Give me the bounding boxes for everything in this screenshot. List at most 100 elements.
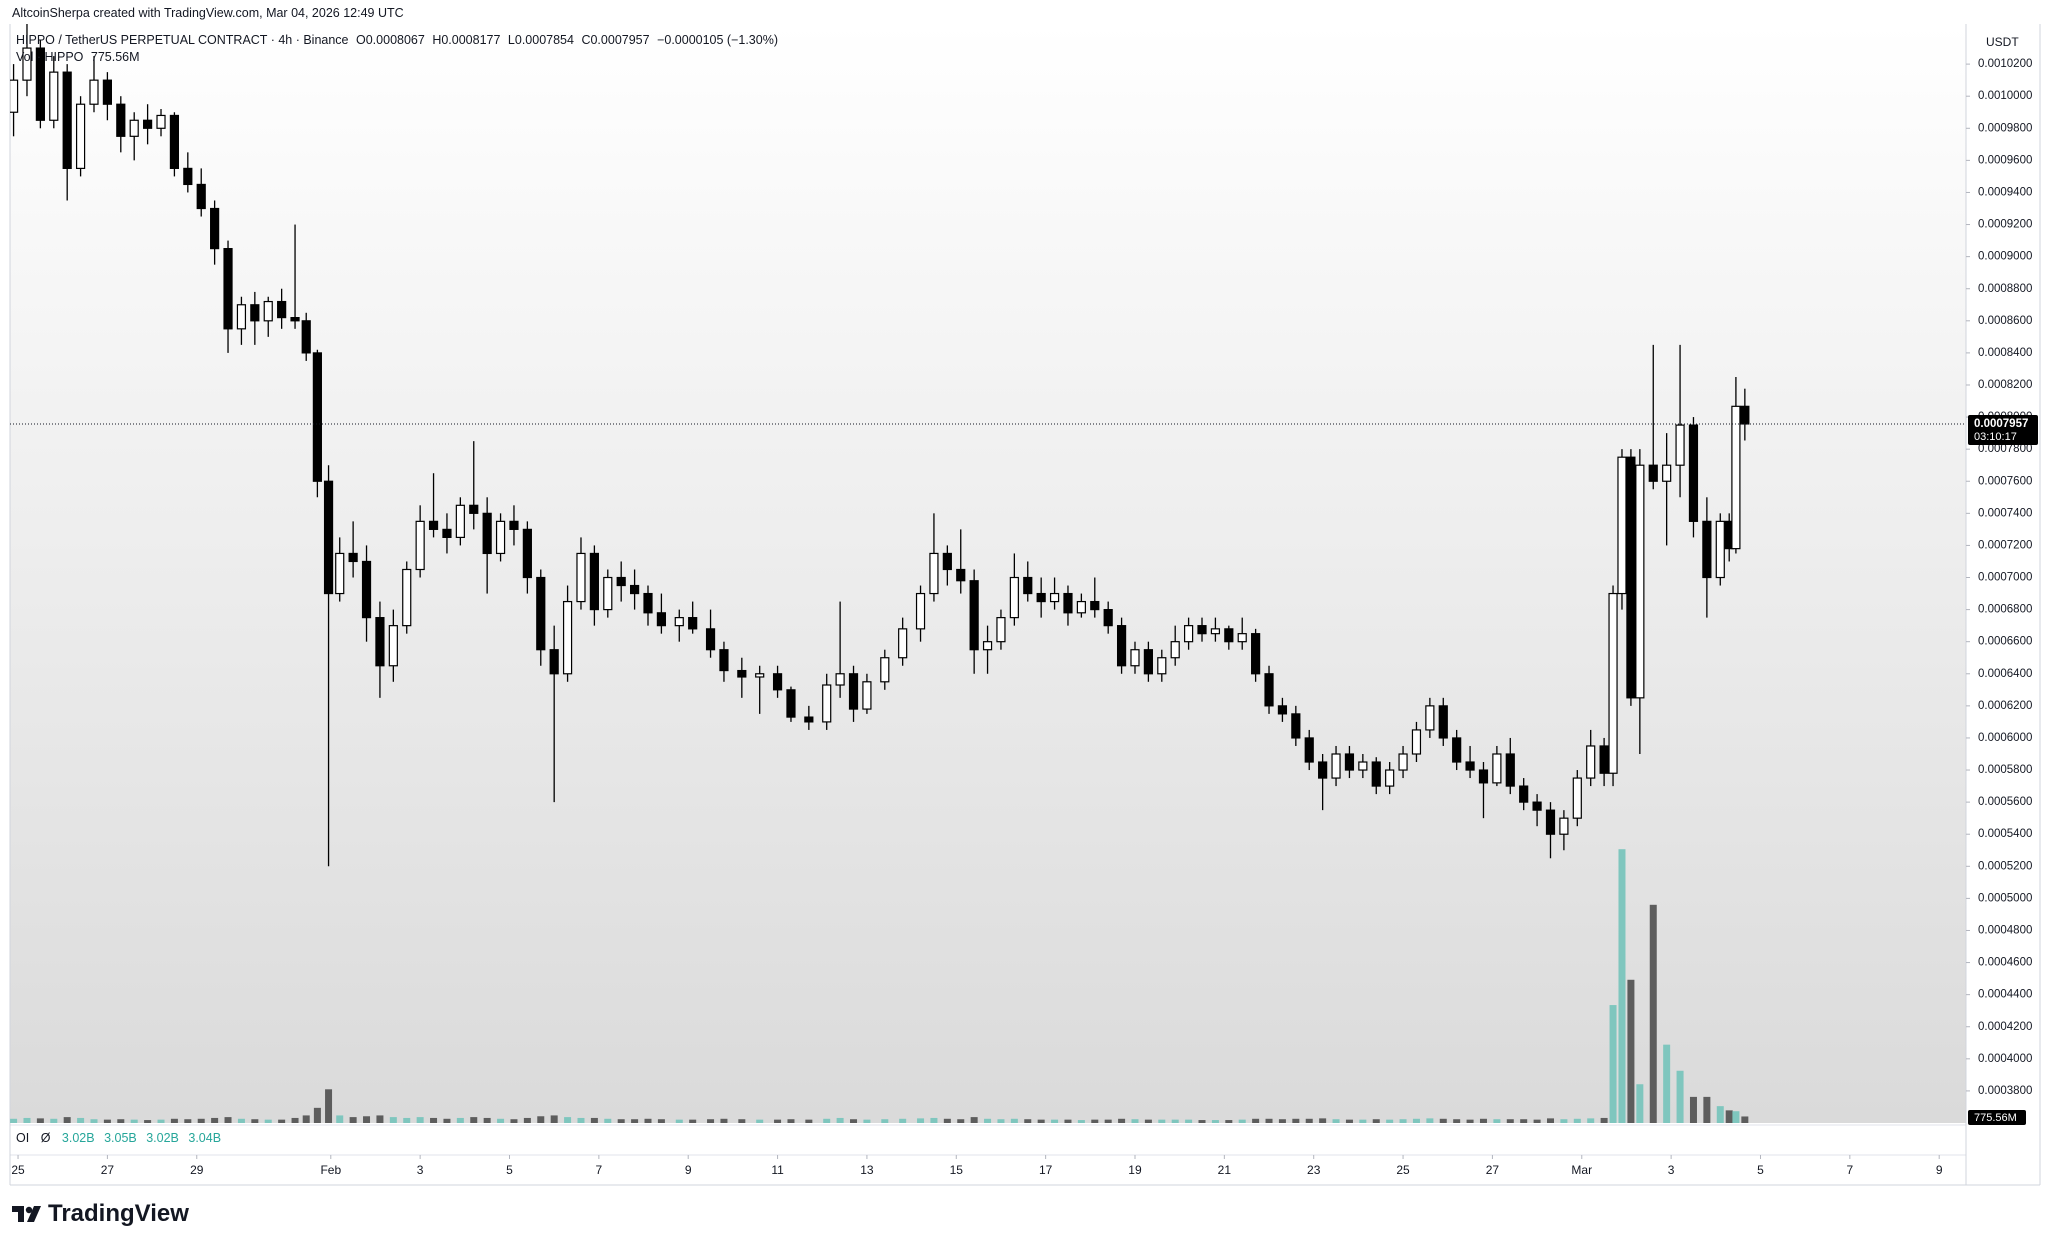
volume-bar — [77, 1117, 85, 1123]
candle-body — [656, 612, 667, 627]
volume-bar — [850, 1119, 858, 1123]
oi-value: 3.02B — [146, 1131, 179, 1145]
volume-bar — [264, 1119, 272, 1123]
volume-bar — [970, 1117, 978, 1123]
candle-body — [375, 617, 385, 667]
candle-body — [1572, 777, 1582, 819]
candle-body — [301, 320, 311, 354]
candle-body — [862, 681, 872, 710]
volume-bar — [1560, 1119, 1568, 1123]
candle-body — [1170, 641, 1180, 659]
volume-bar — [1319, 1118, 1327, 1123]
volume-bar — [1158, 1119, 1166, 1123]
candle-body — [1251, 633, 1261, 675]
volume-bar — [302, 1115, 310, 1123]
candle-body — [388, 625, 398, 667]
ohlc-value: 0.0007854 — [514, 33, 574, 47]
candle-body — [1626, 456, 1636, 699]
volume-bar — [675, 1119, 683, 1123]
oi-symbol: Ø — [40, 1131, 51, 1145]
volume-bar — [1676, 1070, 1684, 1123]
volume-bar — [1051, 1119, 1059, 1123]
candle-body — [835, 673, 845, 686]
candle-body — [522, 528, 532, 579]
x-tick-label: Mar — [1571, 1163, 1592, 1177]
candle-body — [469, 504, 479, 514]
volume-bar — [103, 1119, 111, 1123]
ohlc-key: L — [507, 33, 515, 47]
candle-body — [1063, 592, 1073, 614]
candle-body — [688, 617, 698, 630]
candle-body — [1545, 809, 1556, 835]
volume-legend: Vol · HIPPO 775.56M — [16, 50, 144, 64]
y-tick-label: 0.0007400 — [1978, 507, 2032, 519]
y-tick-label: 0.0004600 — [1978, 957, 2032, 969]
y-tick-label: 0.0009600 — [1978, 154, 2032, 166]
x-tick-label: Feb — [320, 1163, 341, 1177]
candle-body — [1318, 761, 1328, 779]
candle-body — [169, 114, 180, 169]
volume-bar — [510, 1119, 518, 1123]
candle-body — [1740, 405, 1750, 425]
x-tick-label: 3 — [1668, 1163, 1675, 1177]
x-tick-label: 11 — [771, 1163, 784, 1177]
volume-bar — [787, 1119, 795, 1123]
volume-bar — [863, 1119, 871, 1123]
candle-body — [1478, 769, 1489, 784]
volume-bar — [550, 1115, 558, 1123]
volume-bar — [657, 1119, 665, 1123]
volume-bar — [1198, 1120, 1206, 1123]
candle-body — [1608, 592, 1618, 774]
candle-body — [1143, 649, 1153, 675]
volume-bar — [899, 1118, 907, 1123]
candle-body — [442, 528, 452, 539]
volume-bar — [1609, 1005, 1617, 1123]
volume-bar — [1171, 1119, 1179, 1123]
y-tick-label: 0.0006000 — [1978, 732, 2032, 744]
candle-body — [822, 684, 832, 723]
volume-bar — [943, 1118, 951, 1123]
volume-bar — [130, 1119, 138, 1123]
candle-body — [1648, 464, 1658, 482]
candle-body — [1452, 737, 1462, 763]
candle-body — [603, 576, 613, 611]
candle-body — [415, 520, 425, 571]
oi-name: OI — [16, 1131, 30, 1145]
candle-body — [786, 689, 796, 718]
y-tick-label: 0.0009400 — [1978, 186, 2032, 198]
candle-body — [1465, 761, 1475, 771]
volume-bar — [1573, 1118, 1581, 1123]
candle-body — [348, 552, 358, 563]
volume-bar — [376, 1115, 384, 1123]
candle-body — [804, 716, 814, 723]
candle-body — [495, 520, 506, 555]
logo: TradingView — [12, 1200, 189, 1228]
volume-bar — [1238, 1119, 1246, 1123]
y-tick-label: 0.0004200 — [1978, 1021, 2032, 1033]
candle-body — [1157, 657, 1167, 675]
x-tick-label: 19 — [1128, 1163, 1142, 1177]
volume-bar — [1037, 1119, 1045, 1123]
candle-body — [969, 580, 979, 651]
volume-bar — [336, 1115, 344, 1123]
y-tick-label: 0.0009200 — [1978, 219, 2032, 231]
volume-bar — [1649, 904, 1657, 1123]
y-tick-label: 0.0008400 — [1978, 347, 2032, 359]
candle-body — [1237, 633, 1247, 643]
y-tick-label: 0.0005000 — [1978, 892, 2032, 904]
candle-body — [75, 103, 86, 169]
volume-bar — [403, 1117, 411, 1123]
x-tick-label: 23 — [1307, 1163, 1321, 1177]
candle-body — [1519, 785, 1529, 803]
volume-bar — [774, 1119, 782, 1123]
candle-body — [455, 504, 465, 539]
candle-body — [210, 207, 220, 250]
volume-bar — [1010, 1118, 1018, 1123]
candle-body — [1023, 576, 1033, 595]
candle-body — [1304, 737, 1314, 763]
volume-bar — [278, 1119, 286, 1123]
volume-bar — [590, 1117, 598, 1123]
candle-body — [1224, 628, 1234, 643]
legend-line: HIPPO / TetherUS PERPETUAL CONTRACT · 4h… — [16, 33, 782, 47]
candle-body — [509, 520, 519, 530]
